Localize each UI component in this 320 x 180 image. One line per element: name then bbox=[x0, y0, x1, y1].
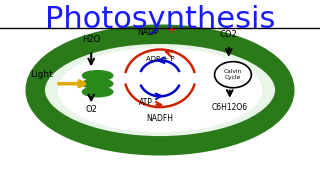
Ellipse shape bbox=[83, 87, 113, 97]
Ellipse shape bbox=[58, 48, 262, 132]
Text: ADP + P: ADP + P bbox=[146, 56, 174, 62]
Text: C6H12O6: C6H12O6 bbox=[212, 103, 248, 112]
Ellipse shape bbox=[214, 62, 252, 88]
Text: H2O: H2O bbox=[82, 35, 100, 44]
Text: NADFH: NADFH bbox=[147, 114, 173, 123]
Text: NADP: NADP bbox=[138, 28, 159, 37]
Text: ATP: ATP bbox=[139, 98, 153, 107]
Text: +: + bbox=[167, 24, 176, 35]
Text: Calvin
Cycle: Calvin Cycle bbox=[224, 69, 242, 80]
Text: O2: O2 bbox=[85, 105, 97, 114]
Ellipse shape bbox=[83, 79, 113, 89]
Text: Photosynthesis: Photosynthesis bbox=[45, 5, 275, 34]
Ellipse shape bbox=[83, 71, 113, 81]
Text: CO2: CO2 bbox=[220, 30, 238, 39]
Ellipse shape bbox=[35, 34, 285, 146]
Text: Light: Light bbox=[30, 70, 53, 79]
